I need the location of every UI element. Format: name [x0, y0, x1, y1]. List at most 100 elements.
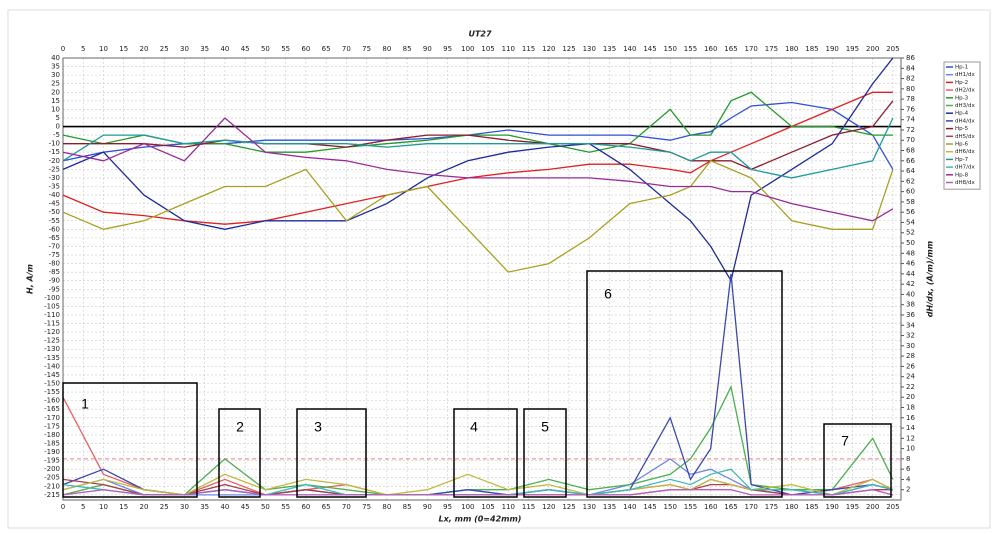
- y-tick-label: -105: [44, 302, 60, 310]
- x-top-tick-label: 200: [866, 45, 879, 53]
- x-tick-label: 180: [785, 503, 798, 511]
- x-top-tick-label: 155: [684, 45, 697, 53]
- y-tick-label: -200: [44, 465, 60, 473]
- y-tick-label: -55: [49, 217, 60, 225]
- x-top-tick-label: 50: [261, 45, 270, 53]
- x-tick-label: 120: [542, 503, 555, 511]
- y-tick-label: -80: [49, 260, 60, 268]
- y2-tick-label: 8: [906, 455, 910, 463]
- y2-tick-label: 50: [906, 239, 915, 247]
- y2-tick-label: 38: [906, 301, 915, 309]
- y-tick-label: -15: [49, 148, 60, 156]
- y2-tick-label: 12: [906, 434, 915, 442]
- legend-label: dH8/dx: [955, 180, 975, 186]
- y2-tick-label: 68: [906, 147, 915, 155]
- y-tick-label: -210: [44, 482, 60, 490]
- annotation-box: [218, 408, 261, 498]
- x-top-tick-label: 40: [220, 45, 229, 53]
- x-top-tick-label: 170: [745, 45, 758, 53]
- annotation-label: 6: [604, 286, 612, 302]
- x-tick-label: 85: [403, 503, 412, 511]
- annotation-box: [586, 270, 783, 498]
- y2-tick-label: 32: [906, 332, 915, 340]
- y-tick-label: 40: [51, 54, 60, 62]
- y2-tick-label: 2: [906, 486, 910, 494]
- y-tick-label: -115: [44, 320, 60, 328]
- annotation-label: 4: [470, 419, 478, 435]
- x-top-tick-label: 175: [765, 45, 778, 53]
- x-top-tick-label: 25: [160, 45, 169, 53]
- x-top-tick-label: 60: [301, 45, 310, 53]
- legend-label: dH4/dx: [955, 118, 975, 124]
- annotation-box: [523, 408, 567, 498]
- x-top-tick-label: 5: [81, 45, 85, 53]
- x-tick-label: 160: [704, 503, 717, 511]
- x-tick-label: 205: [886, 503, 899, 511]
- legend-label: dH1/dx: [955, 72, 975, 78]
- x-top-tick-label: 95: [443, 45, 452, 53]
- y-tick-label: -155: [44, 388, 60, 396]
- y2-tick-label: 80: [906, 85, 915, 93]
- y2-tick-label: 20: [906, 393, 915, 401]
- y-tick-label: -5: [53, 131, 60, 139]
- x-tick-label: 110: [502, 503, 515, 511]
- y-tick-label: -85: [49, 268, 60, 276]
- y2-tick-label: 74: [906, 116, 915, 124]
- x-tick-label: 125: [562, 503, 575, 511]
- y-tick-label: -70: [49, 242, 60, 250]
- frame: [7, 9, 991, 529]
- y-tick-label: -110: [44, 311, 60, 319]
- y2-axis-label: dH/dx, (A/m)/mm: [926, 241, 935, 317]
- y2-tick-label: 44: [906, 270, 915, 278]
- y-tick-label: -40: [49, 191, 60, 199]
- y-tick-label: 5: [56, 114, 60, 122]
- y2-tick-label: 18: [906, 403, 915, 411]
- x-tick-label: 50: [261, 503, 270, 511]
- legend-box: [943, 61, 981, 190]
- x-top-tick-label: 100: [461, 45, 474, 53]
- y2-tick-label: 70: [906, 136, 915, 144]
- y2-tick-label: 36: [906, 311, 915, 319]
- chart-title: UT27: [468, 30, 492, 39]
- x-tick-label: 175: [765, 503, 778, 511]
- x-tick-label: 40: [220, 503, 229, 511]
- x-tick-label: 95: [443, 503, 452, 511]
- legend-label: Hp-2: [955, 80, 968, 86]
- y-tick-label: -215: [44, 491, 60, 499]
- y-tick-label: 0: [56, 123, 60, 131]
- series-line: [62, 57, 894, 283]
- series-line: [62, 489, 894, 496]
- y2-tick-label: 48: [906, 249, 915, 257]
- y-tick-label: 25: [51, 80, 60, 88]
- series-line: [62, 384, 894, 496]
- x-top-tick-label: 185: [805, 45, 818, 53]
- y2-tick-label: 82: [906, 75, 915, 83]
- y2-tick-label: 60: [906, 188, 915, 196]
- x-top-tick-label: 120: [542, 45, 555, 53]
- x-top-tick-label: 75: [362, 45, 371, 53]
- plot-border: [62, 57, 902, 501]
- y2-tick-label: 62: [906, 177, 915, 185]
- x-top-tick-label: 15: [119, 45, 128, 53]
- x-top-tick-label: 70: [342, 45, 351, 53]
- x-top-tick-label: 85: [403, 45, 412, 53]
- y-tick-label: -165: [44, 405, 60, 413]
- x-tick-label: 10: [99, 503, 108, 511]
- series-line: [62, 117, 894, 222]
- y-tick-label: -45: [49, 200, 60, 208]
- y2-tick-label: 78: [906, 95, 915, 103]
- y2-tick-label: 6: [906, 465, 911, 473]
- x-top-tick-label: 205: [886, 45, 899, 53]
- x-tick-label: 115: [522, 503, 535, 511]
- y-tick-label: -100: [44, 294, 60, 302]
- y2-tick-label: 46: [906, 260, 915, 268]
- x-tick-label: 15: [119, 503, 128, 511]
- legend-label: dH7/dx: [955, 165, 975, 171]
- y-tick-label: -30: [49, 174, 60, 182]
- legend-label: dH6/dx: [955, 149, 975, 155]
- legend-label: Hp-8: [955, 172, 969, 178]
- y2-tick-label: 34: [906, 321, 915, 329]
- x-top-tick-label: 80: [382, 45, 391, 53]
- y-tick-label: -120: [44, 328, 60, 336]
- x-top-tick-label: 140: [623, 45, 636, 53]
